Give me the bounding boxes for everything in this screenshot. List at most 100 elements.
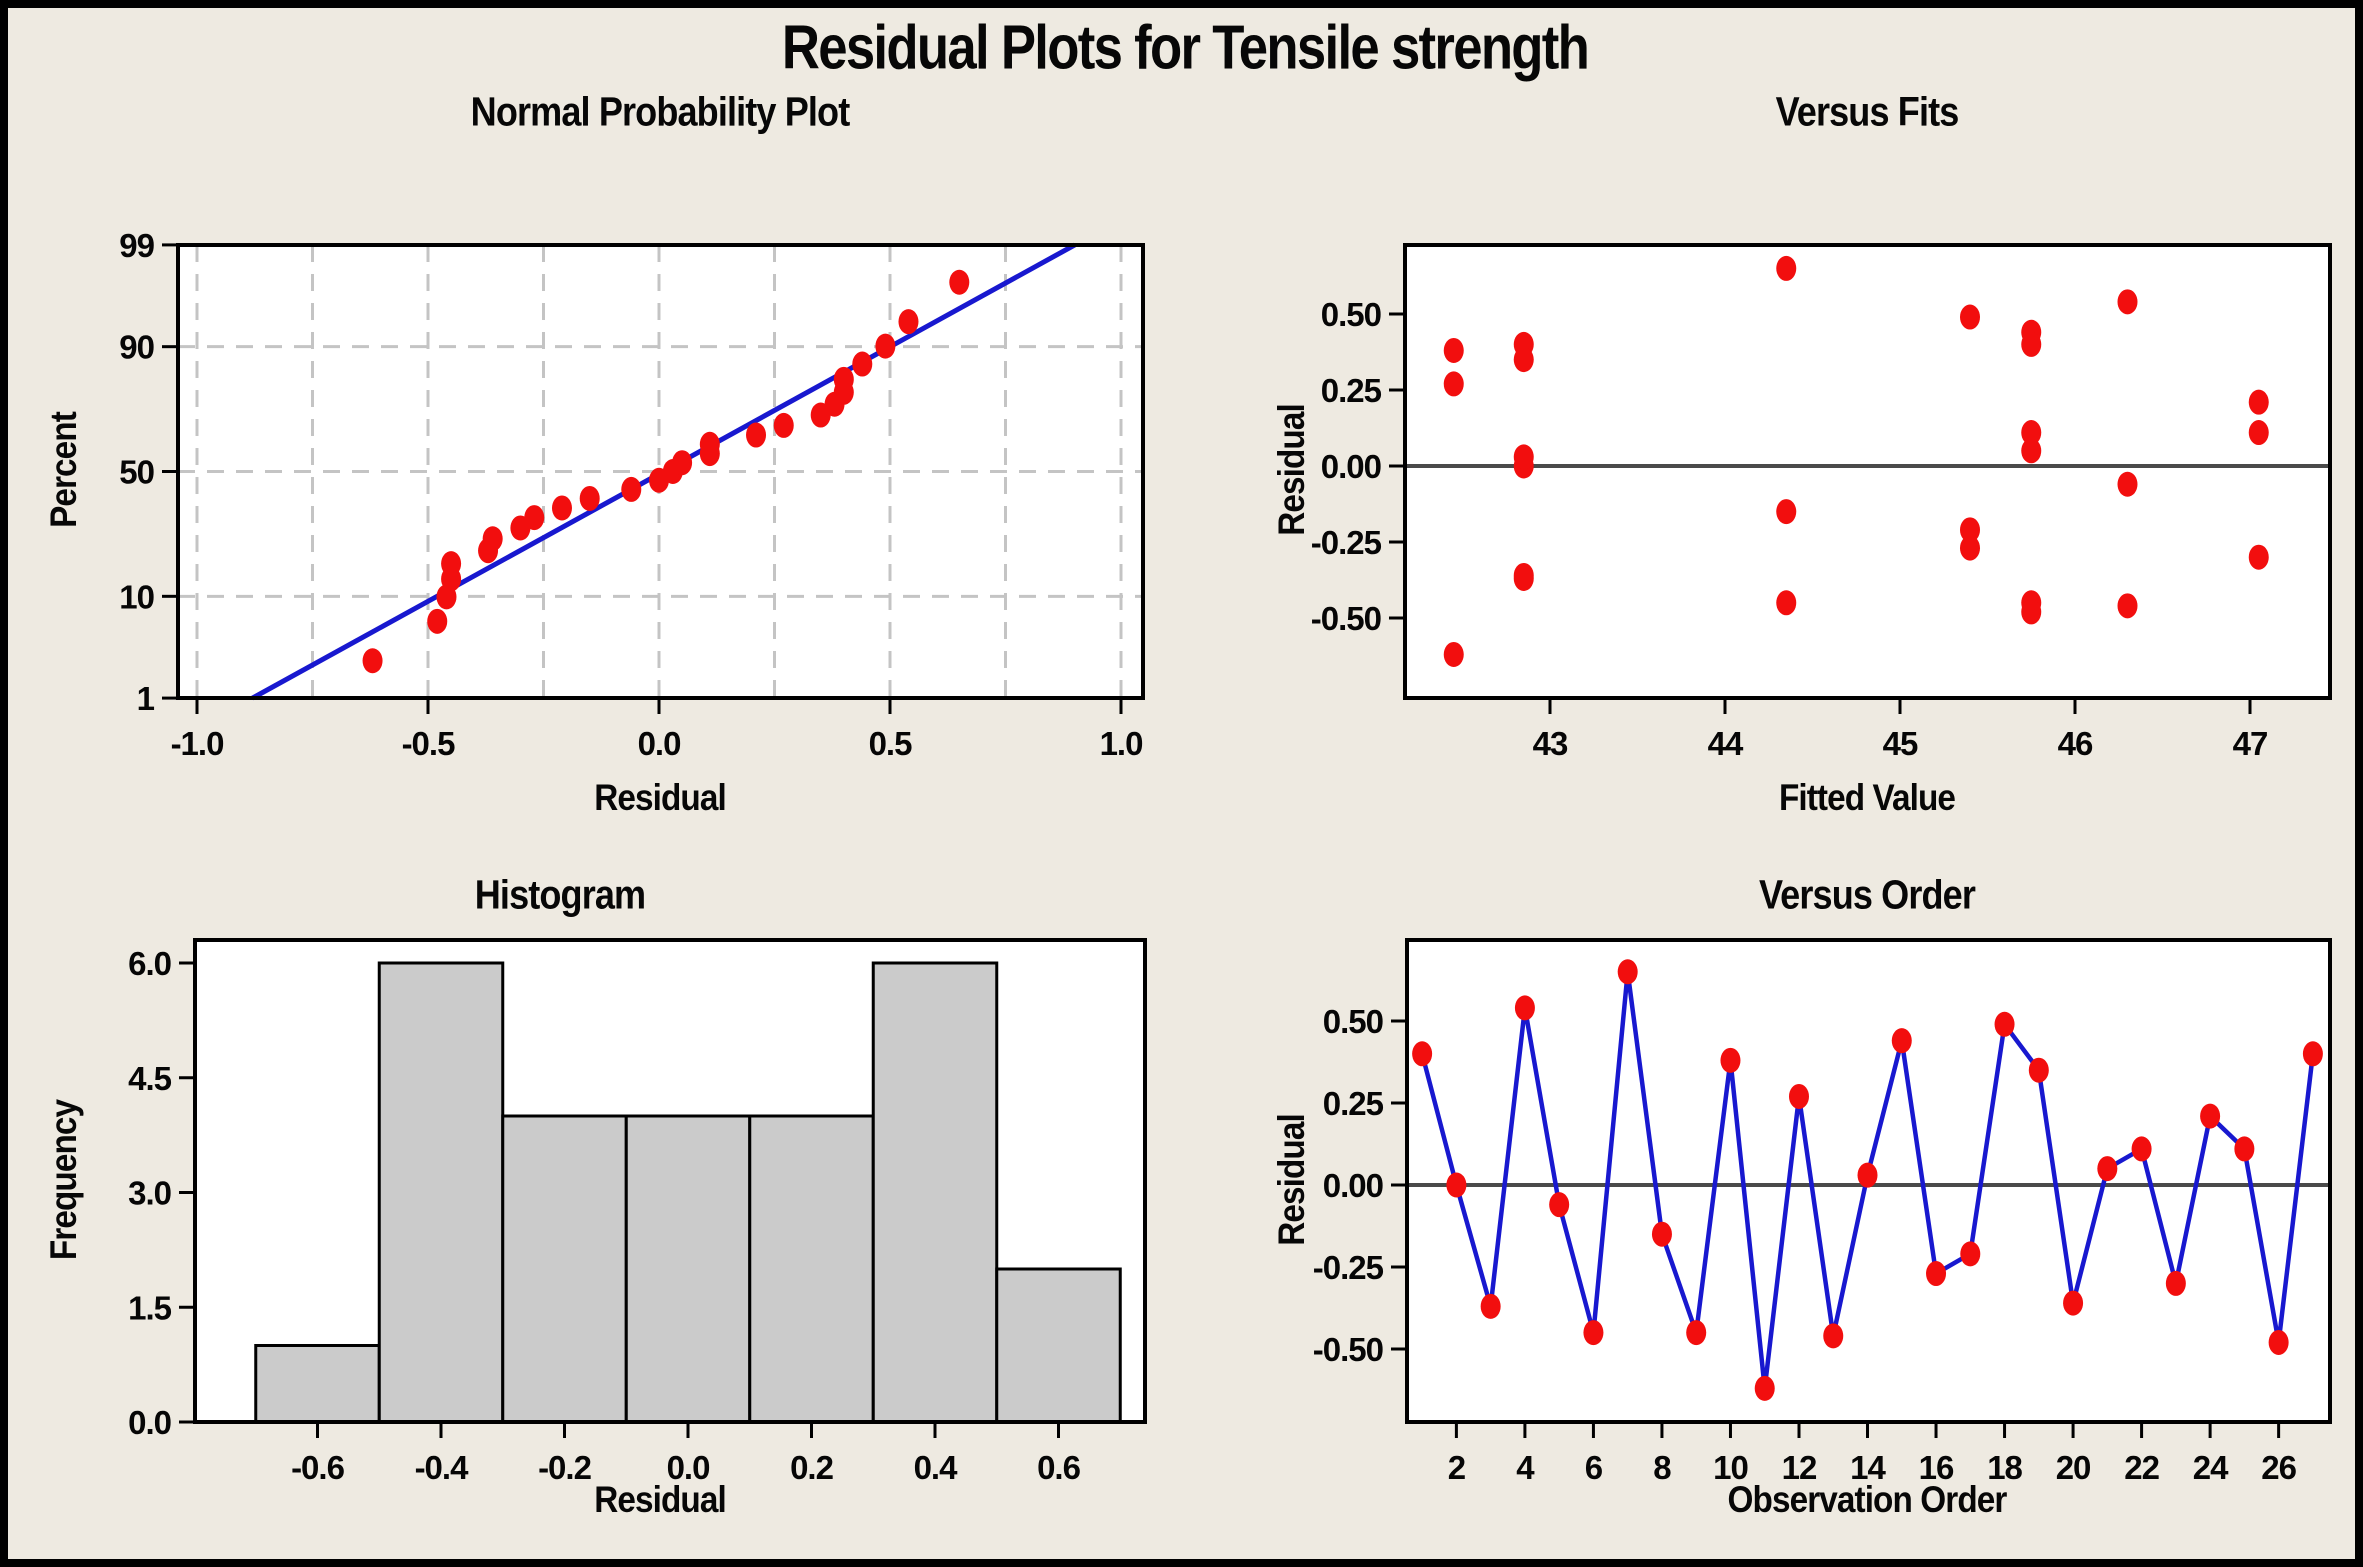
data-point bbox=[427, 608, 448, 634]
x-tick-label: -0.4 bbox=[415, 1449, 470, 1486]
data-point bbox=[1776, 255, 1797, 281]
versus-order-plot: 2 4 6 8 10 12 14 16 18 20 22 24 260.500.250.00-0.25-… bbox=[1313, 938, 2332, 1486]
histogram-plot: -0.6 -0.4 -0.2 0.0 0.2 0.4 0.6 6.0 4.5 3.0 1.5 0.0 bbox=[128, 938, 1147, 1486]
data-point bbox=[2165, 1270, 2186, 1296]
data-point bbox=[1513, 444, 1534, 470]
data-point bbox=[621, 476, 642, 502]
figure-title: Residual Plots for Tensile strength bbox=[781, 13, 1590, 83]
data-point bbox=[1513, 347, 1534, 373]
data-point bbox=[362, 648, 383, 674]
data-point bbox=[2248, 389, 2269, 415]
data-point bbox=[1480, 1293, 1501, 1319]
x-tick-label: 10 bbox=[1713, 1449, 1748, 1486]
data-point bbox=[2021, 331, 2042, 357]
y-tick-label: -0.25 bbox=[1313, 1249, 1384, 1286]
y-tick-label: 6.0 bbox=[128, 945, 171, 982]
axis-ticks: 2 4 6 8 10 12 14 16 18 20 22 24 260.500.250.00-0.25-… bbox=[1313, 1003, 2298, 1486]
data-point bbox=[949, 269, 970, 295]
histogram-bar bbox=[748, 1114, 875, 1424]
data-points bbox=[1412, 959, 2323, 1401]
data-point bbox=[2248, 544, 2269, 570]
x-tick-label: 4 bbox=[1516, 1449, 1535, 1486]
data-point bbox=[2063, 1290, 2084, 1316]
x-tick-label: 0.6 bbox=[1037, 1449, 1081, 1486]
data-point bbox=[551, 495, 572, 521]
data-point bbox=[1776, 499, 1797, 525]
data-point bbox=[773, 412, 794, 438]
axis-ticks: -1.0 -0.5 0.0 0.5 1.0 99 90 50 10 1 bbox=[119, 227, 1143, 762]
x-tick-label: 16 bbox=[1919, 1449, 1954, 1486]
panel-title-versus-order: Versus Order bbox=[1758, 871, 1976, 918]
x-tick-label: -0.6 bbox=[291, 1449, 345, 1486]
y-tick-label: -0.50 bbox=[1313, 1331, 1383, 1368]
data-point bbox=[898, 309, 919, 335]
data-point bbox=[524, 505, 545, 531]
histogram-bar bbox=[377, 961, 505, 1424]
data-point bbox=[672, 450, 693, 476]
y-tick-label: 0.0 bbox=[128, 1404, 171, 1441]
data-point bbox=[2268, 1329, 2289, 1355]
panel-title-histogram: Histogram bbox=[474, 871, 646, 918]
data-point bbox=[2131, 1136, 2152, 1162]
data-point bbox=[1514, 995, 1535, 1021]
x-tick-label: 24 bbox=[2193, 1449, 2229, 1486]
data-point bbox=[1754, 1375, 1775, 1401]
x-tick-label: 8 bbox=[1653, 1449, 1671, 1486]
panel-title-versus-fits: Versus Fits bbox=[1775, 88, 1960, 135]
data-point bbox=[2117, 593, 2138, 619]
x-tick-label: 44 bbox=[1708, 725, 1744, 762]
x-tick-label: 1.0 bbox=[1100, 725, 1143, 762]
plot-frame bbox=[193, 938, 1147, 1424]
data-point bbox=[1926, 1261, 1947, 1287]
panel-title-normal-probability: Normal Probability Plot bbox=[470, 88, 851, 135]
data-point bbox=[441, 551, 462, 577]
axis-ticks: -0.6 -0.4 -0.2 0.0 0.2 0.4 0.6 6.0 4.5 3.0 1.5 0.0 bbox=[128, 945, 1081, 1486]
data-point bbox=[2302, 1041, 2323, 1067]
y-tick-label: -0.50 bbox=[1311, 600, 1381, 637]
y-tick-label: 90 bbox=[119, 329, 154, 366]
histogram-bar bbox=[995, 1267, 1122, 1424]
data-point bbox=[1960, 535, 1980, 561]
data-point bbox=[2117, 289, 2138, 315]
y-tick-label: 0.25 bbox=[1323, 1085, 1384, 1122]
data-points bbox=[1443, 255, 2269, 667]
data-point bbox=[2248, 420, 2269, 446]
data-point bbox=[1583, 1320, 1604, 1346]
x-tick-label: 0.0 bbox=[667, 1449, 710, 1486]
histogram-bar bbox=[254, 1344, 381, 1424]
plot-frame bbox=[1405, 938, 2332, 1424]
data-point bbox=[1823, 1323, 1844, 1349]
normal-probability-plot: -1.0 -0.5 0.0 0.5 1.0 99 90 50 10 1 bbox=[119, 227, 1145, 762]
x-tick-label: 20 bbox=[2056, 1449, 2091, 1486]
data-point bbox=[1549, 1192, 1570, 1218]
plot-area bbox=[1405, 245, 2330, 698]
data-point bbox=[1651, 1221, 1672, 1247]
data-point bbox=[852, 351, 873, 377]
y-tick-label: 3.0 bbox=[128, 1175, 171, 1212]
x-tick-label: 26 bbox=[2261, 1449, 2296, 1486]
x-tick-label: 0.5 bbox=[869, 725, 913, 762]
data-point bbox=[1891, 1028, 1912, 1054]
data-point bbox=[2028, 1057, 2049, 1083]
x-tick-label: 22 bbox=[2124, 1449, 2159, 1486]
data-point bbox=[1960, 1241, 1981, 1267]
data-point bbox=[2021, 599, 2042, 625]
npp-x-axis-label: Residual bbox=[594, 777, 726, 818]
x-tick-label: 0.2 bbox=[790, 1449, 834, 1486]
data-point bbox=[1443, 641, 1464, 667]
x-tick-label: 18 bbox=[1987, 1449, 2022, 1486]
data-point bbox=[1788, 1083, 1809, 1109]
data-point bbox=[2117, 471, 2138, 497]
versus-order-y-axis-label: Residual bbox=[1271, 1114, 1312, 1246]
x-tick-label: 45 bbox=[1883, 725, 1918, 762]
histogram-bar bbox=[871, 961, 999, 1424]
y-tick-label: 1 bbox=[137, 680, 155, 717]
y-tick-label: 0.00 bbox=[1323, 1167, 1383, 1204]
data-point bbox=[1776, 590, 1797, 616]
x-tick-label: -0.2 bbox=[538, 1449, 592, 1486]
x-tick-label: 2 bbox=[1448, 1449, 1466, 1486]
x-tick-label: 12 bbox=[1782, 1449, 1817, 1486]
x-tick-label: 14 bbox=[1850, 1449, 1886, 1486]
y-tick-label: -0.25 bbox=[1311, 524, 1382, 561]
plot-frame bbox=[176, 243, 1145, 700]
